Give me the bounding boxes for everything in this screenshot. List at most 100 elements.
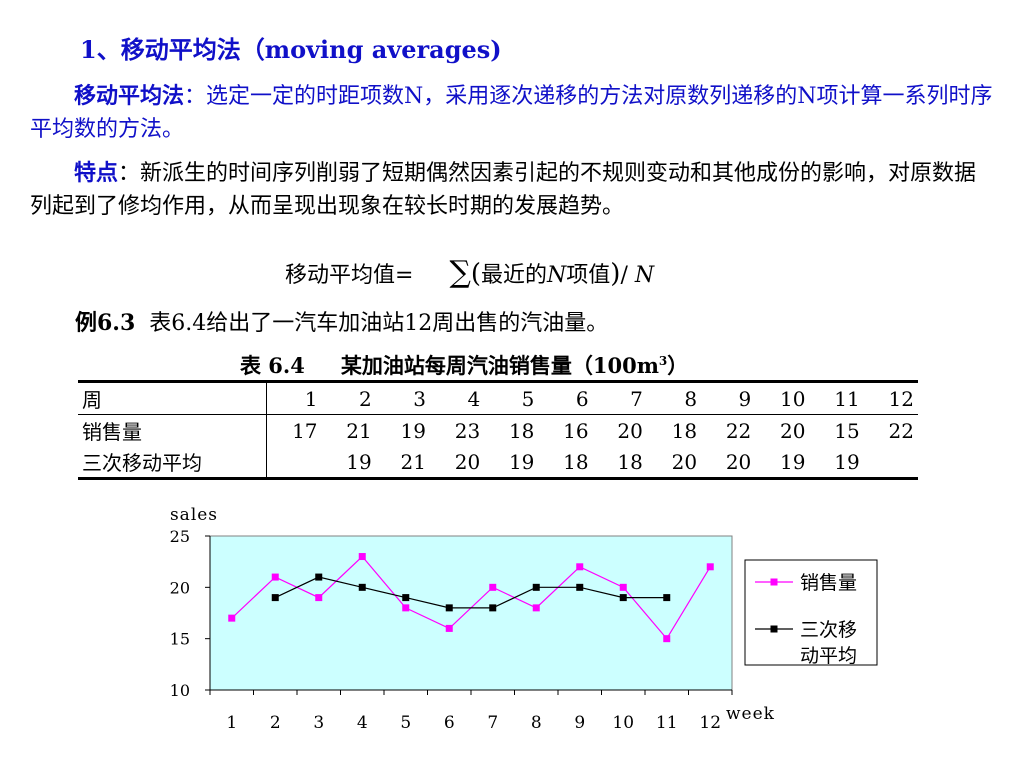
table-cell: 20 — [780, 418, 806, 443]
sales-point — [402, 604, 410, 612]
table-row-header: 三次移动平均 — [78, 446, 267, 480]
definition-label: 移动平均法 — [74, 83, 185, 109]
sales-point — [532, 604, 540, 612]
moving-average-point — [619, 594, 627, 602]
moving-average-point — [445, 604, 453, 612]
table-cell: 21 — [375, 446, 430, 480]
table-cell — [266, 446, 322, 480]
table-cell: 19 — [484, 446, 539, 480]
table-cell: 2 — [321, 380, 376, 415]
plot-area — [209, 535, 733, 691]
table-cell: 11 — [809, 380, 864, 415]
features-text: 新派生的时间序列削弱了短期偶然因素引起的不规则变动和其他成份的影响，对原数据列起… — [30, 161, 977, 219]
table-caption-title: 某加油站每周汽油销售量（100m — [340, 353, 659, 378]
sales-point — [228, 614, 236, 622]
x-tick-label: 10 — [612, 713, 634, 733]
moving-average-point — [489, 604, 497, 612]
table-cell: 8 — [646, 380, 702, 415]
table-cell: 22 — [888, 418, 914, 443]
sales-point — [315, 594, 323, 602]
table-cell: 20 — [701, 446, 756, 480]
moving-average-point — [663, 594, 671, 602]
table-cell: 6 — [538, 380, 593, 415]
features-label: 特点 — [74, 160, 119, 186]
x-tick-label: 12 — [699, 713, 721, 733]
table-cell: 5 — [484, 380, 539, 415]
formula-divide: / — [620, 263, 635, 288]
features-paragraph: 特点：新派生的时间序列削弱了短期偶然因素引起的不规则变动和其他成份的影响，对原数… — [30, 157, 995, 223]
sales-table: 周 1 2 3 4 5 6 7 8 9 10 11 12 销售量 17 21 19 23 18 16 20 18 22 20 1… — [78, 380, 918, 480]
example-line: 例6.3 表6.4给出了一汽车加油站12周出售的汽油量。 — [75, 305, 608, 337]
x-tick-label: 4 — [357, 713, 368, 733]
table-cell: 19 — [400, 418, 426, 443]
sales-point — [706, 563, 714, 571]
formula-n-divisor: N — [634, 263, 655, 288]
definition-text: 选定一定的时距项数N，采用逐次递移的方法对原数列递移的N项计算一系列时序平均数的… — [30, 84, 993, 142]
table-cell: 21 — [346, 418, 372, 443]
table-cell: 20 — [646, 446, 702, 480]
formula-inner2: 项值 — [566, 263, 611, 288]
y-tick-label: 10 — [170, 681, 190, 700]
formula-lhs: 移动平均值= — [285, 263, 414, 288]
table-cell: 15 — [834, 418, 860, 443]
table-row: 周 1 2 3 4 5 6 7 8 9 10 11 12 — [78, 380, 918, 415]
x-tick-label: 3 — [313, 713, 324, 733]
sales-point — [271, 573, 279, 581]
table-cell: 18 — [538, 446, 593, 480]
features-colon: ： — [118, 161, 141, 186]
formula-n: N — [547, 263, 567, 288]
x-tick-label: 1 — [226, 713, 237, 733]
table-cell: 16 — [563, 418, 589, 443]
table-cell: 20 — [429, 446, 485, 480]
table-cell: 19 — [809, 446, 864, 480]
slide-heading: 1、移动平均法（moving averages) — [80, 35, 502, 64]
x-tick-label: 2 — [270, 713, 281, 733]
table-cell: 23 — [454, 418, 481, 443]
table-cell: 10 — [755, 380, 810, 415]
y-tick-label: 15 — [170, 630, 190, 649]
moving-average-point — [358, 583, 366, 591]
moving-average-point — [271, 594, 279, 602]
table-cell: 18 — [671, 418, 698, 443]
table-cell: 3 — [375, 380, 430, 415]
moving-average-point — [532, 583, 540, 591]
formula-close-paren: ) — [610, 259, 621, 289]
table-row-header: 销售量 — [78, 414, 267, 446]
x-tick-label: 5 — [400, 713, 411, 733]
table-row-header: 周 — [78, 380, 267, 415]
sales-point — [358, 553, 366, 561]
formula-open-paren: ( — [470, 259, 482, 289]
x-tick-label: 6 — [444, 713, 455, 733]
table-cell — [863, 446, 918, 480]
moving-average-formula: 移动平均值= ∑(最近的N项值)/ N — [285, 255, 654, 290]
table-cell: 20 — [617, 418, 643, 443]
table-cell: 19 — [755, 446, 810, 480]
table-caption-superscript: 3 — [658, 354, 668, 368]
legend-marker-sales — [770, 578, 778, 586]
table-row: 三次移动平均 19 21 20 19 18 18 20 20 19 19 — [78, 446, 918, 480]
legend-label-moving-average: 动平均 — [800, 645, 857, 667]
table-cell: 22 — [725, 418, 752, 443]
sigma-symbol: ∑ — [449, 255, 471, 290]
definition-paragraph: 移动平均法：选定一定的时距项数N，采用逐次递移的方法对原数列递移的N项计算一系列… — [30, 80, 995, 146]
table-cell: 1 — [266, 380, 322, 415]
table-row: 销售量 17 21 19 23 18 16 20 18 22 20 15 22 — [78, 414, 918, 446]
x-tick-label: 9 — [574, 713, 585, 733]
table-caption-number: 表 6.4 — [240, 353, 305, 378]
table-cell: 18 — [508, 418, 535, 443]
x-tick-label: 7 — [487, 713, 498, 733]
y-tick-label: 25 — [170, 527, 190, 546]
legend-box — [744, 559, 878, 666]
definition-colon: ： — [184, 84, 207, 109]
table-caption: 表 6.4 某加油站每周汽油销售量（100m3） — [240, 350, 688, 380]
x-tick-label: 8 — [531, 713, 542, 733]
table-caption-close: ） — [667, 353, 689, 378]
table-cell: 17 — [292, 418, 318, 443]
sales-point — [663, 635, 671, 643]
moving-average-point — [402, 594, 410, 602]
table-cell: 4 — [429, 380, 485, 415]
table-cell: 9 — [701, 380, 756, 415]
sales-point — [576, 563, 584, 571]
y-axis-label: sales — [170, 505, 218, 525]
